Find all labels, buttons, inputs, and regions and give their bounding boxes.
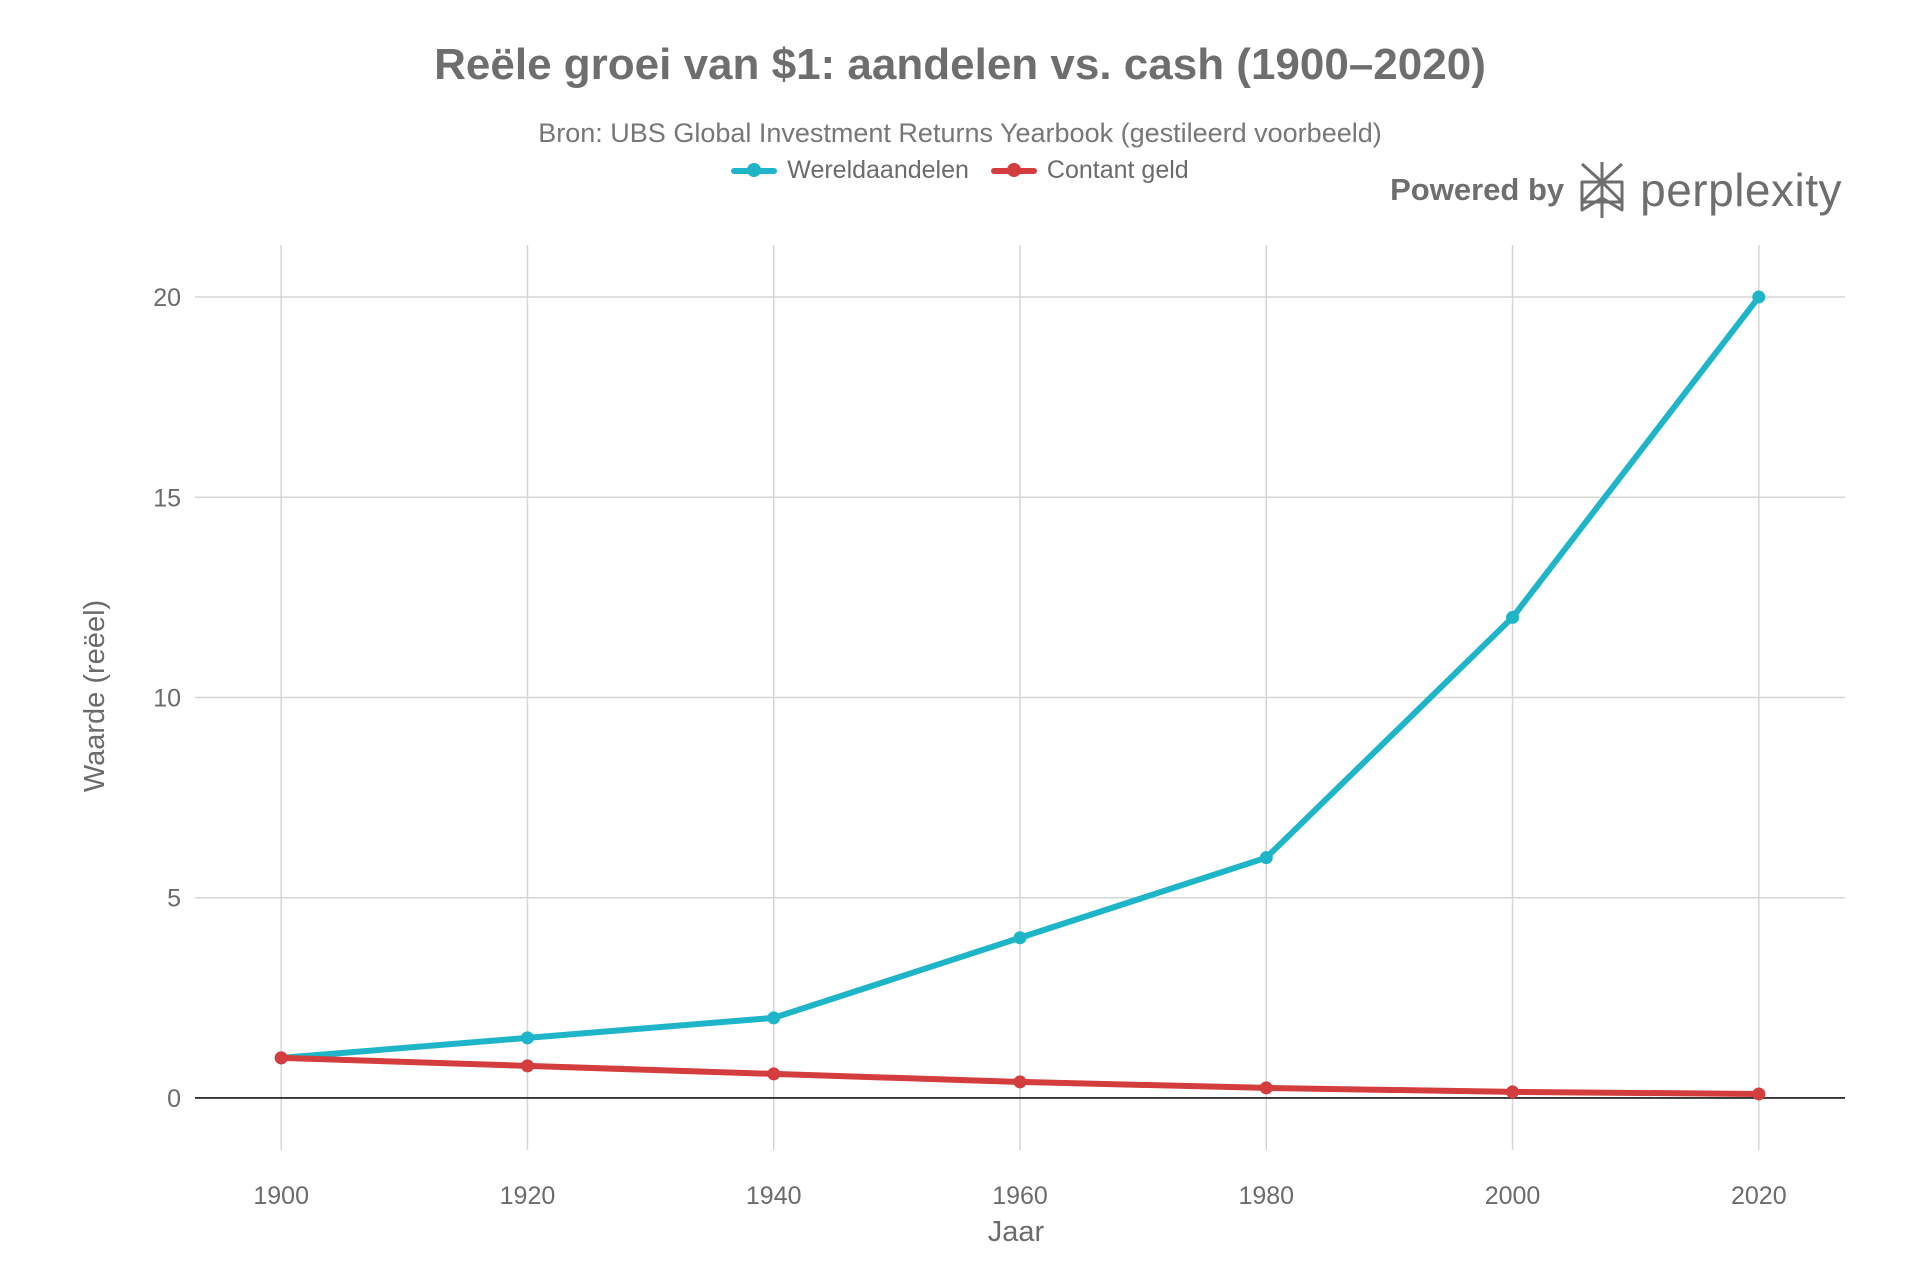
x-tick-label: 1980: [1238, 1182, 1294, 1210]
brand-name: perplexity: [1640, 164, 1842, 216]
y-axis-title: Waarde (reëel): [79, 600, 111, 792]
data-point-1: [1259, 1081, 1273, 1095]
data-point-1: [1013, 1075, 1027, 1089]
x-tick-label: 1960: [992, 1182, 1048, 1210]
grid: [195, 245, 1845, 1150]
y-tick-label: 10: [153, 685, 181, 713]
data-point-1: [767, 1067, 781, 1081]
x-tick-label: 2020: [1731, 1182, 1787, 1210]
y-tick-label: 20: [153, 284, 181, 312]
data-point-0: [1752, 290, 1766, 304]
legend-swatch-stocks: [731, 162, 778, 177]
legend-swatch-cash: [990, 162, 1037, 177]
y-tick-label: 15: [153, 484, 181, 512]
data-point-0: [1506, 610, 1520, 624]
data-point-0: [767, 1011, 781, 1025]
data-point-0: [1259, 851, 1273, 865]
powered-by-text: Powered by: [1390, 172, 1565, 207]
x-tick-label: 1900: [253, 1182, 309, 1210]
data-point-1: [1752, 1087, 1766, 1101]
legend-label-cash: Contant geld: [1046, 156, 1189, 184]
powered-by-badge: Powered by perplexity: [1390, 160, 1842, 220]
data-point-1: [520, 1059, 534, 1073]
axes: 1900 1920 1940 1960 1980 2000 2020 0 5 10 15 20: [153, 284, 1845, 1210]
data-point-1: [274, 1051, 288, 1065]
legend: Wereldaandelen Contant geld: [0, 156, 1920, 185]
x-tick-label: 1940: [746, 1182, 802, 1210]
x-tick-label: 2000: [1485, 1182, 1541, 1210]
perplexity-logo-icon: [1580, 162, 1624, 218]
legend-item-cash[interactable]: Contant geld: [990, 156, 1189, 185]
x-tick-label: 1920: [500, 1182, 556, 1210]
y-tick-label: 5: [167, 885, 181, 913]
chart-title: Reële groei van $1: aandelen vs. cash (1…: [434, 40, 1486, 89]
data-point-1: [1506, 1085, 1520, 1099]
x-axis-title: Jaar: [988, 1216, 1045, 1248]
legend-item-stocks[interactable]: Wereldaandelen: [731, 156, 969, 185]
data-point-0: [520, 1031, 534, 1045]
legend-label-stocks: Wereldaandelen: [787, 156, 969, 184]
data-point-0: [1013, 931, 1027, 945]
y-tick-label: 0: [167, 1085, 181, 1113]
series-layer: [274, 290, 1766, 1101]
chart-subtitle: Bron: UBS Global Investment Returns Year…: [538, 118, 1382, 148]
